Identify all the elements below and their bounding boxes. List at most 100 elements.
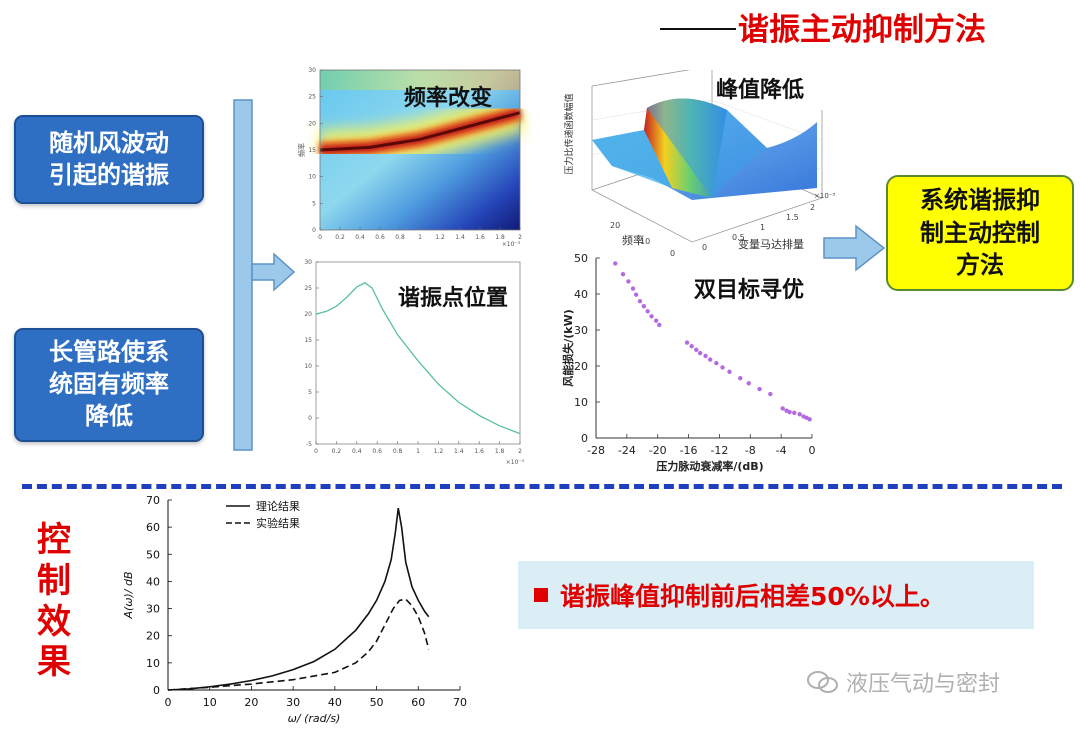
- x-tick-label: 0.4: [352, 448, 362, 455]
- cause-box-line: 统固有频率: [49, 370, 169, 399]
- scatter-point: [637, 299, 643, 304]
- arrow-right-icon: [823, 224, 886, 272]
- result-callout: 谐振峰值抑制前后相差50%以上。: [518, 561, 1034, 629]
- y-tick-label: 50: [574, 252, 588, 265]
- heatmap-chart: 0 0.2 0.4 0.6 0.8 1 1.2 1.4 1.6 1.8 2051015202530频…: [297, 67, 526, 248]
- effect-char: 控: [37, 520, 71, 560]
- effect-char: 效: [37, 601, 71, 642]
- method-box-line: 系统谐振抑: [920, 186, 1040, 215]
- y-tick-label: 15: [308, 147, 316, 154]
- y-tick-label: 20: [304, 311, 312, 318]
- surface-y-tick: 1.5: [786, 213, 799, 222]
- result-text: 谐振峰值抑制前后相差50%以上。: [560, 582, 945, 611]
- y-tick-label: 20: [308, 120, 316, 127]
- scatter-point: [727, 369, 732, 374]
- line-x-exponent: ×10⁻³: [506, 459, 525, 466]
- x-tick-label: 0.6: [375, 234, 385, 241]
- arrow-to-method: [823, 224, 886, 272]
- x-tick-label: 20: [244, 696, 258, 709]
- surface-y-tick: 0: [702, 243, 707, 252]
- y-tick-label: 20: [574, 360, 588, 373]
- scatter-point: [787, 409, 792, 415]
- scatter-point: [768, 391, 773, 397]
- y-tick-label: 50: [146, 548, 160, 561]
- pareto-scatter-chart: -28 -24 -20 -16 -12 -8 -4 0 0 10 20 30 40 50 压力脉动衰减率/(…: [561, 252, 816, 473]
- x-tick-label: 1.4: [454, 448, 464, 455]
- surface-x-tick: 10: [640, 237, 650, 246]
- ridge-line: [319, 111, 521, 152]
- x-tick-label: -20: [649, 444, 667, 457]
- cause-box-line: 长管路使系: [49, 338, 169, 367]
- scatter-point: [707, 357, 713, 362]
- x-tick-label: 0.8: [395, 234, 405, 241]
- heatmap-ylabel: 频率: [297, 143, 306, 157]
- y-tick-label: 25: [304, 285, 312, 292]
- scatter-point: [689, 344, 694, 349]
- y-tick-label: 60: [146, 521, 160, 534]
- legend: 理论结果 实验结果: [226, 499, 300, 530]
- y-tick-label: 10: [304, 363, 312, 370]
- surface-y-tick: 2: [810, 203, 815, 212]
- x-tick-label: -4: [776, 444, 787, 457]
- scatter-point: [645, 309, 650, 314]
- legend-label-theory: 理论结果: [256, 499, 300, 513]
- annotation-bi-objective: 双目标寻优: [694, 278, 805, 303]
- y-tick-label: 10: [574, 396, 588, 409]
- cause-box-line: 随机风波动: [49, 128, 169, 157]
- surface-3d-chart: 压力比传递函数幅值 20 10 0 0 0.5 1 1.5 2 ×10⁻³: [563, 70, 835, 256]
- watermark-text: 液压气动与密封: [846, 672, 1001, 697]
- scatter-point: [714, 360, 719, 366]
- scatter-point: [720, 365, 725, 370]
- surface-y-tick: 1: [760, 223, 765, 232]
- y-tick-label: 30: [308, 67, 316, 74]
- y-tick-label: 0: [581, 432, 588, 445]
- cause-box-pipeline: 长管路使系 统固有频率 降低: [14, 328, 204, 442]
- scatter-point: [626, 279, 631, 284]
- effect-char: 制: [37, 560, 71, 601]
- x-tick-label: 0: [809, 444, 816, 457]
- x-tick-label: 1: [418, 234, 422, 241]
- scatter-point: [697, 350, 703, 356]
- surface-y-tick: 0.5: [732, 233, 745, 242]
- x-tick-label: 1.2: [435, 234, 445, 241]
- method-box-line: 方法: [956, 251, 1004, 280]
- arrow-right-icon: [251, 252, 296, 292]
- scatter-xlabel: 压力脉动衰减率/(dB): [656, 459, 763, 473]
- bottom-xlabel: ω/ (rad/s): [288, 712, 341, 725]
- y-tick-label: 0: [308, 415, 312, 422]
- x-tick-label: 0: [314, 448, 318, 455]
- x-tick-label: 1.8: [495, 448, 505, 455]
- x-tick-label: 2: [518, 234, 522, 241]
- cause-box-line: 引起的谐振: [49, 160, 169, 189]
- x-tick-label: 0: [165, 696, 172, 709]
- y-tick-label: 20: [146, 630, 160, 643]
- y-tick-label: 30: [304, 259, 312, 266]
- scatter-point: [684, 340, 690, 345]
- y-tick-label: 70: [146, 494, 160, 507]
- legend-label-experiment: 实验结果: [256, 516, 300, 530]
- scatter-ylabel: 风能损失/(kW): [561, 309, 575, 387]
- page-title: 谐振主动抑制方法: [738, 12, 986, 48]
- x-tick-label: 0.2: [335, 234, 345, 241]
- x-tick-label: 10: [203, 696, 217, 709]
- x-tick-label: 1.8: [495, 234, 505, 241]
- effect-label: 控 制 效 果: [34, 520, 74, 683]
- method-box: 系统谐振抑 制主动控制 方法: [886, 175, 1074, 291]
- cause-box-wind: 随机风波动 引起的谐振: [14, 115, 204, 204]
- x-tick-label: -28: [587, 444, 605, 457]
- heatmap-top-band: [320, 70, 520, 90]
- x-tick-label: 0.4: [355, 234, 365, 241]
- x-tick-label: 50: [370, 696, 384, 709]
- scatter-point: [657, 322, 662, 328]
- y-tick-label: 0: [312, 227, 316, 234]
- scatter-point: [703, 353, 708, 359]
- section-divider: [22, 484, 1062, 489]
- y-tick-label: 0: [153, 684, 160, 697]
- y-tick-label: 30: [574, 324, 588, 337]
- response-curve: [315, 282, 521, 435]
- scatter-point: [630, 286, 636, 291]
- wechat-icon: [807, 671, 838, 693]
- x-tick-label: 1.6: [474, 448, 484, 455]
- x-tick-label: 1.2: [434, 448, 444, 455]
- surface-zlabel: 压力比传递函数幅值: [563, 93, 575, 174]
